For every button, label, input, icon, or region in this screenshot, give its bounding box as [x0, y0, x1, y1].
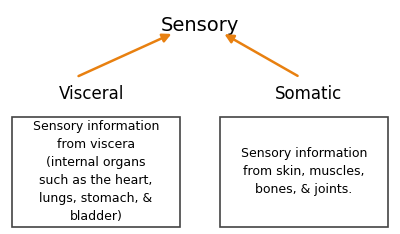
Bar — [220, 117, 388, 227]
Bar — [12, 117, 180, 227]
Text: Sensory information
from skin, muscles,
bones, & joints.: Sensory information from skin, muscles, … — [241, 147, 367, 197]
Text: Sensory information
from viscera
(internal organs
such as the heart,
lungs, stom: Sensory information from viscera (intern… — [33, 121, 159, 223]
Text: Sensory: Sensory — [161, 16, 239, 35]
Text: Visceral: Visceral — [59, 85, 125, 102]
Text: Somatic: Somatic — [274, 85, 342, 102]
